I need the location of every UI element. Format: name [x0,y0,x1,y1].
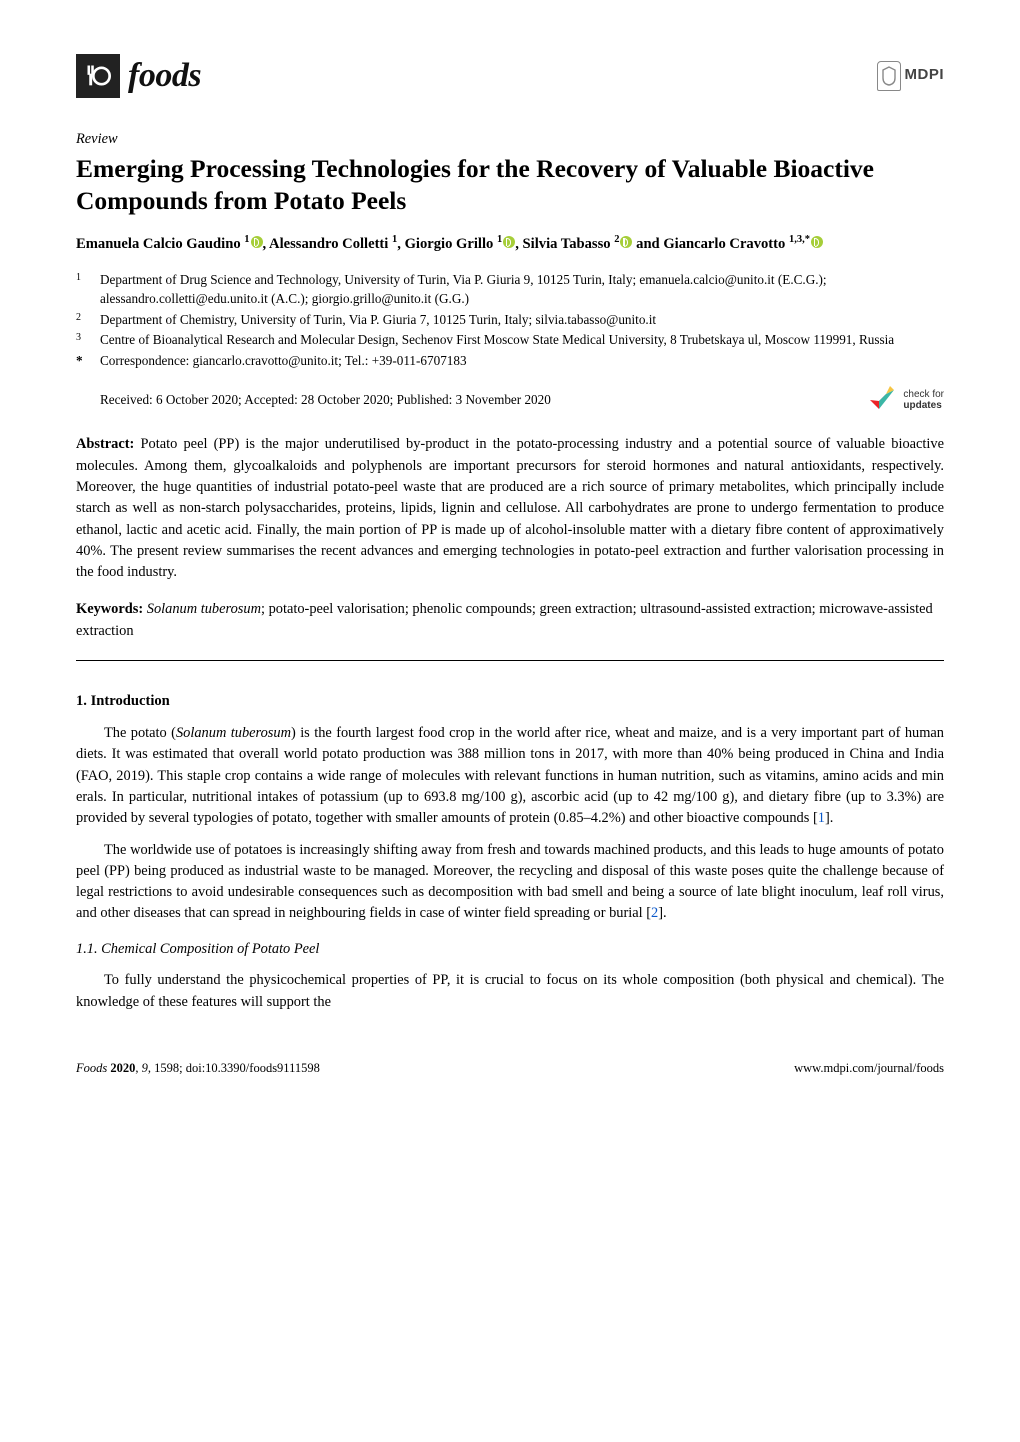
affiliation-text: Department of Chemistry, University of T… [100,310,944,330]
author-affil-sup: 1,3, [789,234,805,245]
journal-logo-icon [76,54,120,98]
author-name: Giancarlo Cravotto [663,236,785,252]
footer-year: 2020 [110,1061,135,1075]
correspondence-star: * [76,351,100,371]
check-updates-line2: updates [903,400,944,411]
body-text: The worldwide use of potatoes is increas… [76,842,944,922]
publisher-logo: MDPI [877,61,945,91]
affiliation-text: Department of Drug Science and Technolog… [100,270,944,309]
check-updates-line1: check for [903,389,944,400]
keywords-label: Keywords: [76,601,143,617]
keywords: Keywords: Solanum tuberosum; potato-peel… [76,599,944,642]
author-name: Alessandro Colletti [269,236,388,252]
affiliation-row: 3 Centre of Bioanalytical Research and M… [100,330,944,350]
abstract: Abstract: Potato peel (PP) is the major … [76,434,944,583]
body-paragraph: The potato (Solanum tuberosum) is the fo… [76,723,944,830]
footer-volume: 9 [142,1061,148,1075]
orcid-icon[interactable] [251,236,263,248]
publication-dates: Received: 6 October 2020; Accepted: 28 O… [100,390,551,410]
fork-knife-icon [84,62,112,90]
journal-name: foods [128,50,201,101]
check-updates-text: check for updates [903,389,944,411]
and-separator: and [636,236,660,252]
crossmark-icon [866,384,898,416]
correspondence-row: * Correspondence: giancarlo.cravotto@uni… [100,351,944,371]
orcid-icon[interactable] [620,236,632,248]
journal-logo: foods [76,50,201,101]
orcid-icon[interactable] [503,236,515,248]
dates-row: Received: 6 October 2020; Accepted: 28 O… [100,384,944,416]
author-name: Emanuela Calcio Gaudino [76,236,241,252]
affiliation-number: 2 [76,310,100,330]
page-footer: Foods 2020, 9, 1598; doi:10.3390/foods91… [76,1059,944,1078]
corresponding-star: * [805,234,810,245]
section-heading: 1. Introduction [76,691,944,713]
body-text: ]. [825,810,833,826]
author-affil-sup: 1 [392,234,397,245]
body-paragraph: The worldwide use of potatoes is increas… [76,840,944,925]
separator-rule [76,660,944,661]
orcid-icon[interactable] [811,236,823,248]
authors-list: Emanuela Calcio Gaudino 1, Alessandro Co… [76,232,944,256]
footer-article-num: 1598 [154,1061,179,1075]
affiliation-number: 3 [76,330,100,350]
affiliations: 1 Department of Drug Science and Technol… [76,270,944,371]
footer-journal: Foods [76,1061,107,1075]
check-updates-badge[interactable]: check for updates [866,384,944,416]
body-text: The potato ( [104,725,176,741]
abstract-label: Abstract: [76,436,134,452]
footer-doi: doi:10.3390/foods9111598 [186,1061,320,1075]
author-affil-sup: 1 [497,234,502,245]
author-affil-sup: 2 [614,234,619,245]
affiliation-number: 1 [76,270,100,309]
footer-url[interactable]: www.mdpi.com/journal/foods [794,1059,944,1078]
abstract-text: Potato peel (PP) is the major underutili… [76,436,944,580]
body-italic: Solanum tuberosum [176,725,291,741]
author-name: Silvia Tabasso [523,236,611,252]
body-text: ]. [658,905,666,921]
subsection-heading: 1.1. Chemical Composition of Potato Peel [76,939,944,961]
keywords-italic: Solanum tuberosum [147,601,261,617]
body-paragraph: To fully understand the physicochemical … [76,970,944,1013]
author-name: Giorgio Grillo [405,236,494,252]
affiliation-row: 1 Department of Drug Science and Technol… [100,270,944,309]
affiliation-text: Centre of Bioanalytical Research and Mol… [100,330,944,350]
correspondence-text: Correspondence: giancarlo.cravotto@unito… [100,351,944,371]
article-title: Emerging Processing Technologies for the… [76,153,944,218]
header: foods MDPI [76,50,944,101]
publisher-name: MDPI [905,64,945,87]
mdpi-badge-icon [877,61,901,91]
reference-link[interactable]: 1 [818,810,825,826]
author-affil-sup: 1 [244,234,249,245]
affiliation-row: 2 Department of Chemistry, University of… [100,310,944,330]
footer-citation: Foods 2020, 9, 1598; doi:10.3390/foods91… [76,1059,320,1078]
article-type: Review [76,129,944,151]
